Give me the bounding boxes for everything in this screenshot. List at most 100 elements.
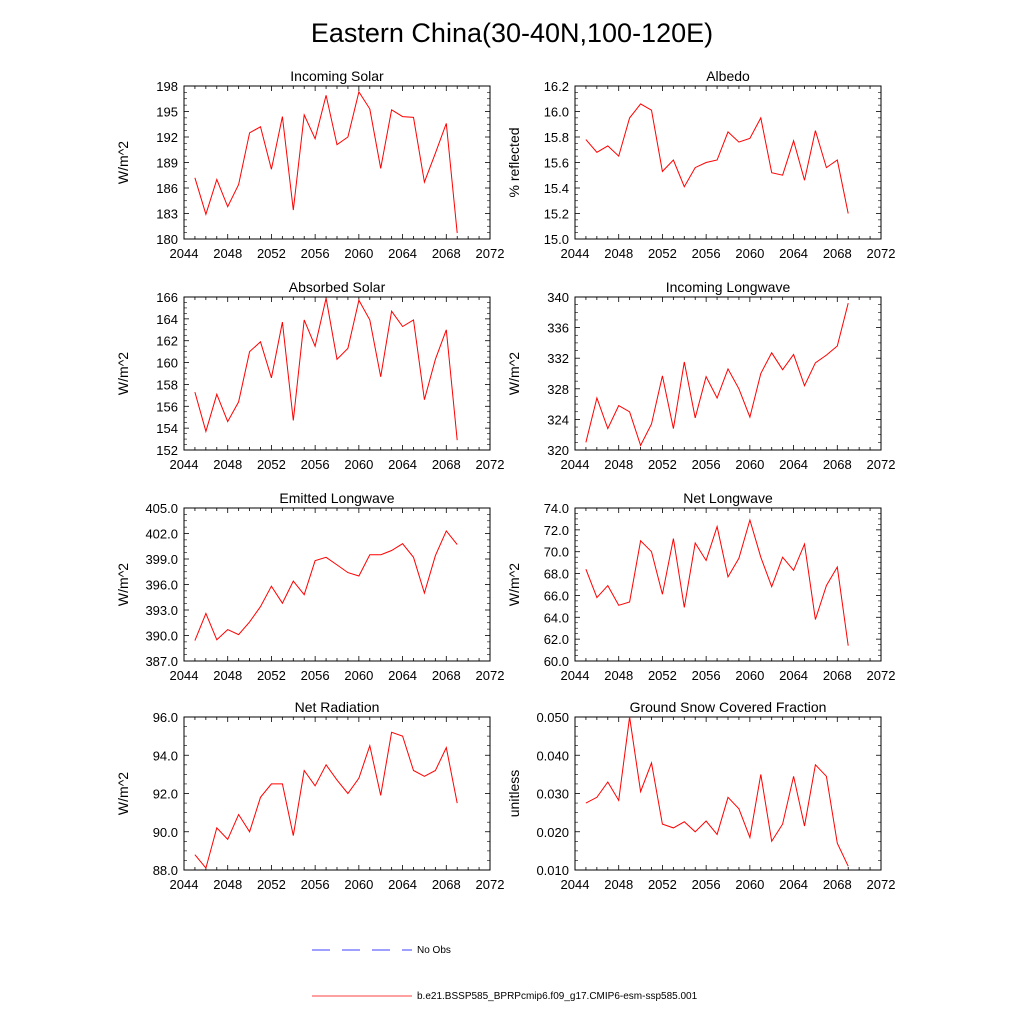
x-tick-label: 2056 <box>301 457 330 472</box>
plot-frame <box>574 507 882 662</box>
x-tick-label: 2052 <box>257 457 286 472</box>
y-tick-label: 405.0 <box>145 501 178 516</box>
plot-frame <box>183 296 491 451</box>
y-tick-label: 0.020 <box>536 825 569 840</box>
y-tick-label: 68.0 <box>544 567 569 582</box>
y-tick-label: 166 <box>156 290 178 305</box>
y-tick-label: 332 <box>547 351 569 366</box>
x-tick-label: 2060 <box>344 457 373 472</box>
x-tick-label: 2060 <box>344 668 373 683</box>
plot-frame <box>183 716 491 871</box>
y-tick-label: 156 <box>156 399 178 414</box>
y-tick-label: 390.0 <box>145 629 178 644</box>
x-tick-label: 2068 <box>823 877 852 892</box>
y-axis-label: W/m^2 <box>506 352 522 395</box>
x-tick-label: 2060 <box>735 668 764 683</box>
series-line <box>194 297 458 441</box>
x-tick-label: 2044 <box>170 877 199 892</box>
x-tick-label: 2048 <box>213 246 242 261</box>
y-tick-label: 320 <box>547 443 569 458</box>
series-line <box>194 90 458 234</box>
x-tick-label: 2064 <box>779 246 808 261</box>
x-tick-label: 2072 <box>867 246 896 261</box>
figure-title: Eastern China(30-40N,100-120E) <box>311 18 713 48</box>
y-tick-label: 162 <box>156 334 178 349</box>
plot-frame <box>183 507 491 662</box>
x-tick-label: 2072 <box>476 457 505 472</box>
x-tick-label: 2056 <box>301 668 330 683</box>
plot-frame <box>183 85 491 240</box>
panel-title: Ground Snow Covered Fraction <box>630 699 827 715</box>
x-tick-label: 2044 <box>170 457 199 472</box>
x-tick-label: 2068 <box>823 246 852 261</box>
y-tick-label: 70.0 <box>544 545 569 560</box>
series-line <box>194 731 458 870</box>
y-tick-label: 328 <box>547 382 569 397</box>
y-tick-label: 198 <box>156 79 178 94</box>
x-tick-label: 2060 <box>735 246 764 261</box>
panel-title: Incoming Longwave <box>666 279 791 295</box>
y-axis-label: W/m^2 <box>115 352 131 395</box>
x-tick-label: 2072 <box>476 877 505 892</box>
y-tick-label: 402.0 <box>145 527 178 542</box>
y-tick-label: 0.030 <box>536 787 569 802</box>
y-tick-label: 186 <box>156 181 178 196</box>
x-tick-label: 2072 <box>867 457 896 472</box>
x-tick-label: 2072 <box>476 246 505 261</box>
y-tick-label: 158 <box>156 377 178 392</box>
x-tick-label: 2060 <box>735 877 764 892</box>
y-tick-label: 88.0 <box>153 863 178 878</box>
x-tick-label: 2068 <box>432 457 461 472</box>
y-tick-label: 66.0 <box>544 588 569 603</box>
series-line <box>585 302 849 447</box>
y-tick-label: 72.0 <box>544 523 569 538</box>
x-tick-label: 2056 <box>692 457 721 472</box>
y-tick-label: 15.6 <box>544 156 569 171</box>
x-tick-label: 2068 <box>823 457 852 472</box>
y-tick-label: 15.2 <box>544 207 569 222</box>
x-tick-label: 2048 <box>604 246 633 261</box>
chart-panel-6: Net Longwave W/m^2 2044 2048 2052 2056 2060 206… <box>506 490 895 683</box>
y-axis-label: % reflected <box>506 127 522 197</box>
x-tick-label: 2044 <box>561 246 590 261</box>
x-tick-label: 2048 <box>604 877 633 892</box>
chart-panel-3: Absorbed Solar W/m^2 2044 2048 2052 2056 2060 2… <box>115 279 504 472</box>
y-tick-label: 96.0 <box>153 710 178 725</box>
chart-panel-5: Emitted Longwave W/m^2 2044 2048 2052 2056 206… <box>115 490 504 683</box>
x-tick-label: 2068 <box>432 668 461 683</box>
y-axis-label: W/m^2 <box>506 563 522 606</box>
chart-panel-4: Incoming Longwave W/m^2 2044 2048 2052 2056 20… <box>506 279 895 472</box>
y-tick-label: 340 <box>547 290 569 305</box>
y-tick-label: 74.0 <box>544 501 569 516</box>
x-tick-label: 2052 <box>648 246 677 261</box>
chart-panel-1: Incoming Solar W/m^2 2044 2048 2052 2056 2060 2… <box>115 68 504 261</box>
x-tick-label: 2052 <box>648 877 677 892</box>
panel-title: Emitted Longwave <box>279 490 394 506</box>
y-tick-label: 154 <box>156 421 178 436</box>
x-tick-label: 2064 <box>779 668 808 683</box>
y-tick-label: 0.050 <box>536 710 569 725</box>
y-tick-label: 16.0 <box>544 105 569 120</box>
legend: No Obs b.e21.BSSP585_BPRPcmip6.f09_g17.C… <box>312 945 698 1002</box>
x-tick-label: 2056 <box>692 246 721 261</box>
y-tick-label: 396.0 <box>145 578 178 593</box>
panels-group: Incoming Solar W/m^2 2044 2048 2052 2056 2060 2… <box>115 68 895 892</box>
y-tick-label: 90.0 <box>153 825 178 840</box>
x-tick-label: 2068 <box>823 668 852 683</box>
x-tick-label: 2048 <box>604 668 633 683</box>
y-axis-label: unitless <box>506 770 522 817</box>
y-tick-label: 393.0 <box>145 603 178 618</box>
series-line <box>194 529 458 641</box>
x-tick-label: 2044 <box>561 877 590 892</box>
x-tick-label: 2064 <box>779 457 808 472</box>
panel-title: Net Radiation <box>295 699 380 715</box>
chart-panel-8: Ground Snow Covered Fraction unitless 2044… <box>506 699 895 892</box>
y-tick-label: 15.8 <box>544 130 569 145</box>
x-tick-label: 2052 <box>257 246 286 261</box>
plot-frame <box>574 716 882 871</box>
x-tick-label: 2072 <box>867 668 896 683</box>
y-tick-label: 189 <box>156 156 178 171</box>
legend-obs-label: No Obs <box>417 945 451 956</box>
y-tick-label: 160 <box>156 356 178 371</box>
